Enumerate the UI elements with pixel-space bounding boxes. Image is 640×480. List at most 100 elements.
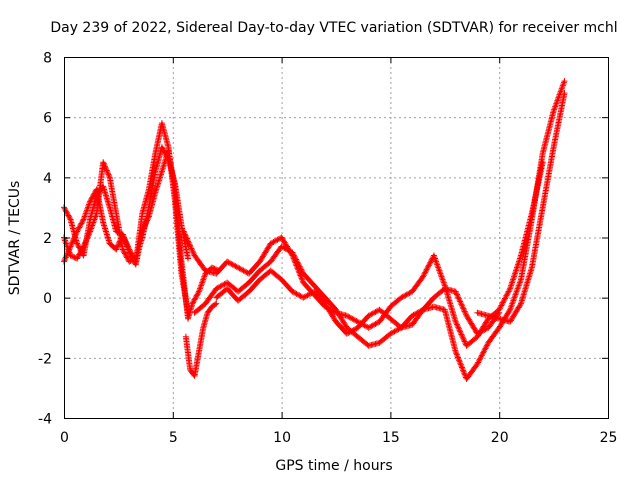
data-marker	[422, 269, 429, 276]
data-marker	[472, 363, 479, 370]
data-marker	[418, 276, 425, 283]
data-marker	[75, 243, 82, 250]
data-marker	[188, 245, 195, 252]
data-marker	[503, 292, 510, 299]
data-marker	[482, 345, 489, 352]
data-marker	[452, 317, 459, 324]
data-marker	[144, 217, 151, 224]
data-marker	[106, 202, 113, 209]
data-marker	[82, 239, 89, 246]
data-marker	[81, 240, 88, 247]
data-marker	[68, 242, 75, 249]
data-marker	[113, 245, 120, 252]
data-marker	[192, 295, 199, 302]
data-point	[74, 228, 81, 235]
y-tick-label: -2	[38, 351, 52, 367]
data-marker	[222, 260, 229, 267]
data-marker	[194, 291, 201, 298]
data-marker	[62, 255, 69, 262]
data-marker	[539, 151, 546, 158]
data-marker	[65, 212, 72, 219]
data-marker	[184, 236, 191, 243]
data-marker	[141, 223, 148, 230]
data-marker	[342, 322, 349, 329]
data-marker	[454, 322, 461, 329]
data-marker	[441, 281, 448, 288]
data-marker	[352, 326, 359, 333]
data-marker	[504, 291, 511, 298]
data-marker	[475, 358, 482, 365]
data-marker	[183, 234, 190, 241]
data-marker	[104, 168, 111, 175]
data-marker	[481, 346, 488, 353]
data-marker	[462, 309, 469, 316]
data-marker	[103, 166, 110, 173]
data-point	[180, 228, 187, 235]
data-marker	[505, 309, 512, 316]
data-marker	[93, 211, 100, 218]
x-tick-label: 25	[600, 430, 618, 446]
data-marker	[297, 264, 304, 271]
data-marker	[129, 256, 136, 263]
data-marker	[462, 311, 469, 318]
data-marker	[472, 335, 479, 342]
data-marker	[111, 244, 118, 251]
data-marker	[375, 340, 382, 347]
data-marker	[291, 253, 298, 260]
data-marker	[298, 267, 305, 274]
data-marker	[151, 190, 158, 197]
data-marker	[516, 303, 523, 310]
data-marker	[87, 197, 94, 204]
data-marker	[65, 248, 72, 255]
data-marker	[116, 239, 123, 246]
x-tick-label: 5	[169, 430, 178, 446]
data-marker	[81, 242, 88, 249]
data-marker	[66, 244, 73, 251]
series-trace-g	[213, 267, 503, 337]
data-marker	[129, 254, 136, 261]
data-marker	[454, 292, 461, 299]
data-marker	[104, 170, 111, 177]
data-marker	[483, 318, 490, 325]
data-marker	[298, 273, 305, 280]
data-marker	[475, 359, 482, 366]
data-marker	[84, 233, 91, 240]
data-marker	[496, 305, 503, 312]
series-trace-a	[61, 120, 192, 316]
data-marker	[65, 247, 72, 254]
data-marker	[211, 302, 218, 309]
data-marker	[500, 298, 507, 305]
data-marker	[121, 250, 128, 257]
data-marker	[78, 247, 85, 254]
data-marker	[480, 348, 487, 355]
data-marker	[461, 370, 468, 377]
data-marker	[212, 301, 219, 308]
data-marker	[243, 281, 250, 288]
data-marker	[62, 207, 69, 214]
data-marker	[459, 302, 466, 309]
data-marker	[459, 334, 466, 341]
data-marker	[373, 308, 380, 315]
data-marker	[139, 211, 146, 218]
series-trace-f	[191, 78, 568, 382]
data-marker	[90, 193, 97, 200]
data-marker	[460, 305, 467, 312]
data-marker	[115, 241, 122, 248]
data-marker	[483, 342, 490, 349]
data-marker	[86, 229, 93, 236]
data-marker	[461, 338, 468, 345]
data-marker	[454, 354, 461, 361]
data-marker	[517, 254, 524, 261]
data-marker	[506, 307, 513, 314]
data-marker	[299, 276, 306, 283]
data-marker	[455, 294, 462, 301]
x-tick-label: 15	[382, 430, 400, 446]
data-points	[61, 78, 568, 382]
data-marker	[453, 351, 460, 358]
data-marker	[84, 235, 91, 242]
data-marker	[287, 286, 294, 293]
data-marker	[293, 257, 300, 264]
data-marker	[86, 199, 93, 206]
data-marker	[76, 251, 83, 258]
data-marker	[296, 263, 303, 270]
